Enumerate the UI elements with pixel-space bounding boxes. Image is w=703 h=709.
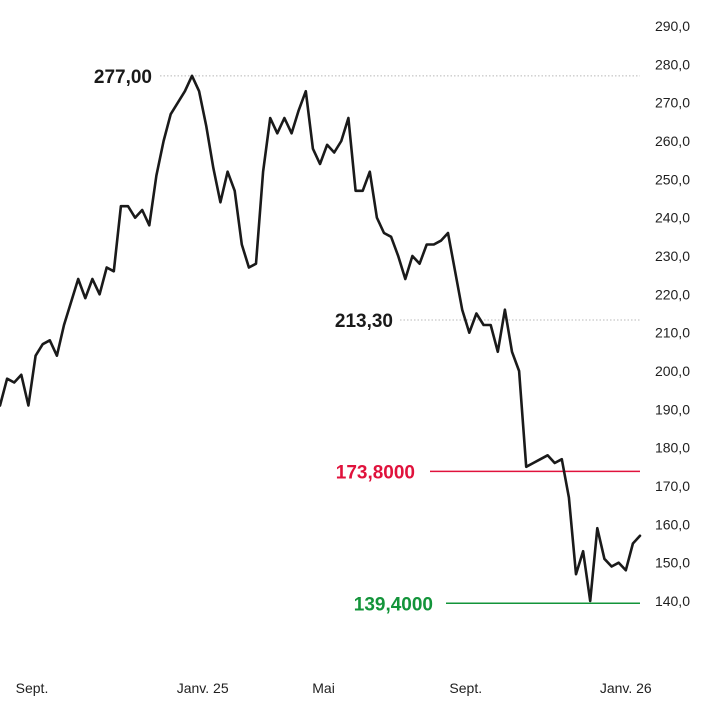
price-series [0,74,642,603]
y-axis: 140,0 150,0 160,0 170,0 180,0 190,0 200,0 210,0… [655,18,690,609]
x-tick-label: Janv. 25 [177,680,229,696]
y-tick-label: 280,0 [655,56,690,72]
y-tick-label: 250,0 [655,171,690,187]
annotation-label-0: 277,00 [94,67,152,88]
annotation-label-3: 139,4000 [354,594,433,615]
y-tick-label: 160,0 [655,516,690,532]
x-tick-label: Mai [312,680,335,696]
y-tick-label: 240,0 [655,210,690,226]
y-tick-label: 270,0 [655,95,690,111]
y-tick-label: 200,0 [655,363,690,379]
y-tick-label: 230,0 [655,248,690,264]
y-tick-label: 260,0 [655,133,690,149]
annotation-labels: 277,00 213,30 173,8000 139,4000 [94,67,433,615]
y-tick-label: 190,0 [655,401,690,417]
y-tick-label: 180,0 [655,440,690,456]
price-line [0,74,642,603]
x-tick-label: Janv. 26 [600,680,652,696]
reference-lines [160,75,640,605]
annotation-label-2: 173,8000 [336,462,415,483]
y-tick-label: 210,0 [655,325,690,341]
y-tick-label: 140,0 [655,593,690,609]
y-tick-label: 220,0 [655,286,690,302]
y-tick-label: 170,0 [655,478,690,494]
x-tick-label: Sept. [449,680,482,696]
x-tick-label: Sept. [16,680,49,696]
y-tick-label: 290,0 [655,18,690,34]
annotation-label-1: 213,30 [335,311,393,332]
y-tick-label: 150,0 [655,555,690,571]
